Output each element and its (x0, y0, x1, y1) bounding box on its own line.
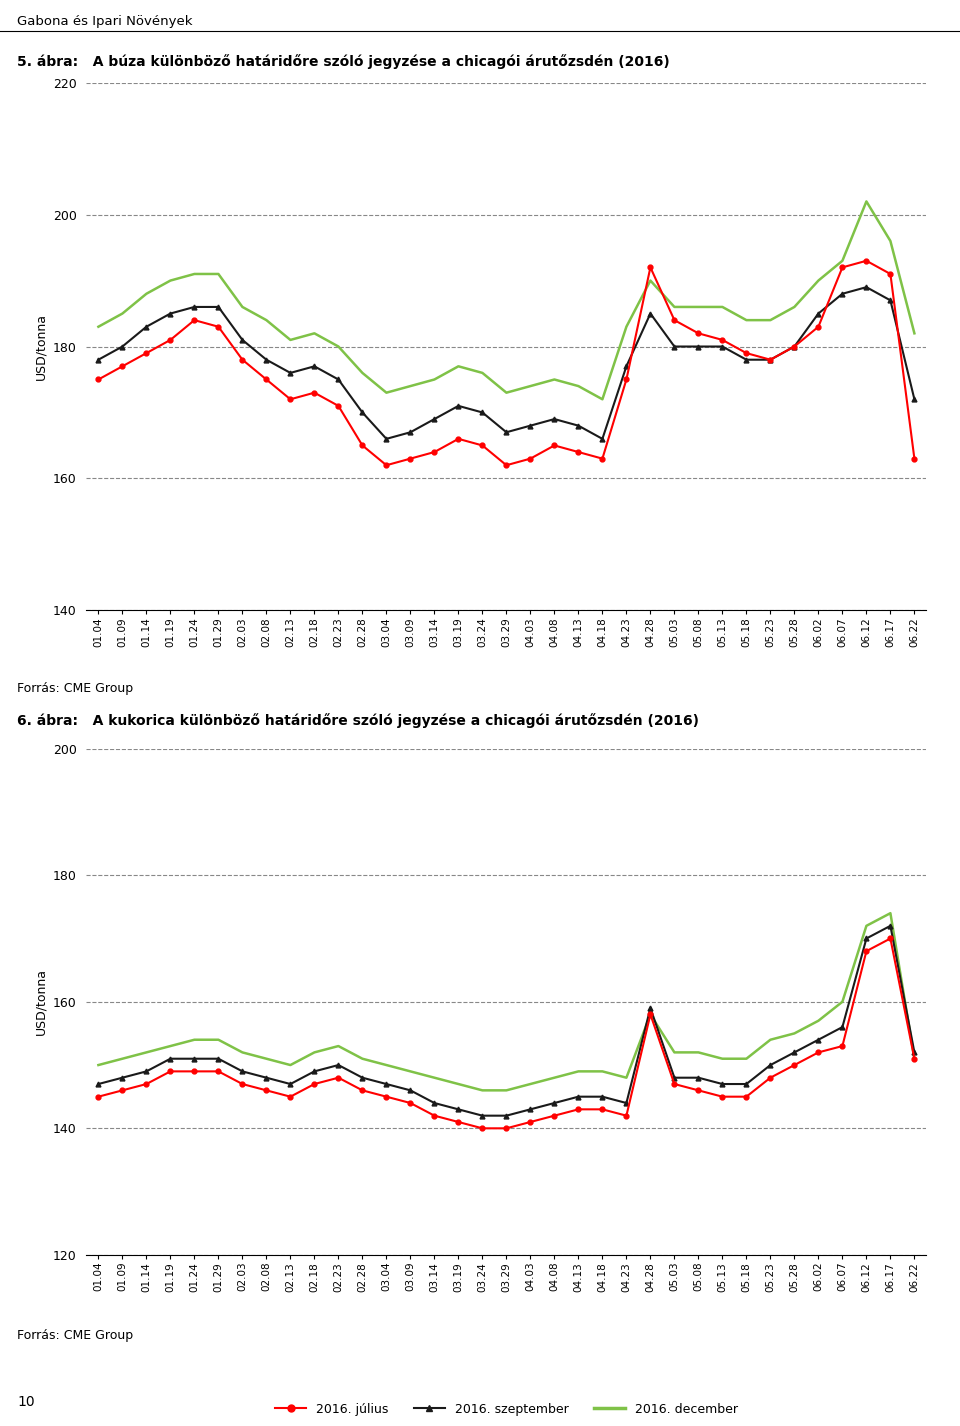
Text: Forrás: CME Group: Forrás: CME Group (17, 682, 133, 694)
Text: 6. ábra:   A kukorica különböző határidőre szóló jegyzése a chicagói árutőzsdén : 6. ábra: A kukorica különböző határidőre… (17, 713, 699, 727)
Text: 10: 10 (17, 1395, 35, 1409)
Legend: 2016. július, 2016. szeptember, 2016. december: 2016. július, 2016. szeptember, 2016. de… (270, 744, 743, 767)
Text: Gabona és Ipari Növények: Gabona és Ipari Növények (17, 14, 193, 29)
Text: Forrás: CME Group: Forrás: CME Group (17, 1329, 133, 1342)
Legend: 2016. július, 2016. szeptember, 2016. december: 2016. július, 2016. szeptember, 2016. de… (270, 1397, 743, 1420)
Y-axis label: USD/tonna: USD/tonna (35, 968, 47, 1035)
Y-axis label: USD/tonna: USD/tonna (35, 314, 47, 379)
Text: 5. ábra:   A búza különböző határidőre szóló jegyzése a chicagói árutőzsdén (201: 5. ábra: A búza különböző határidőre szó… (17, 54, 670, 68)
